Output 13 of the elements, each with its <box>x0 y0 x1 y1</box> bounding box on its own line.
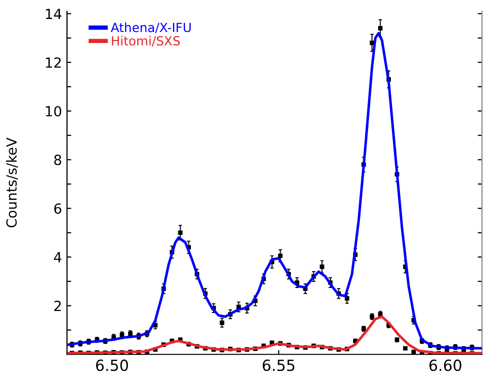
legend-label: Hitomi/SXS <box>112 36 180 47</box>
x-tick-label: 6.55 <box>262 360 294 372</box>
x-tick-label: 6.50 <box>96 360 128 372</box>
y-tick-label: 2 <box>54 300 61 311</box>
y-tick-label: 14 <box>46 8 62 19</box>
y-tick-label: 8 <box>54 154 62 166</box>
y-tick-label: 10 <box>46 106 62 116</box>
legend-label: Athena/X-IFU <box>110 22 191 34</box>
y-tick-label: 6 <box>54 203 62 214</box>
y-axis-title: Counts/s/keV <box>6 138 18 228</box>
y-tick-label: 4 <box>54 252 62 262</box>
x-tick-label: 6.60 <box>429 360 462 372</box>
y-tick-label: 12 <box>46 57 61 68</box>
